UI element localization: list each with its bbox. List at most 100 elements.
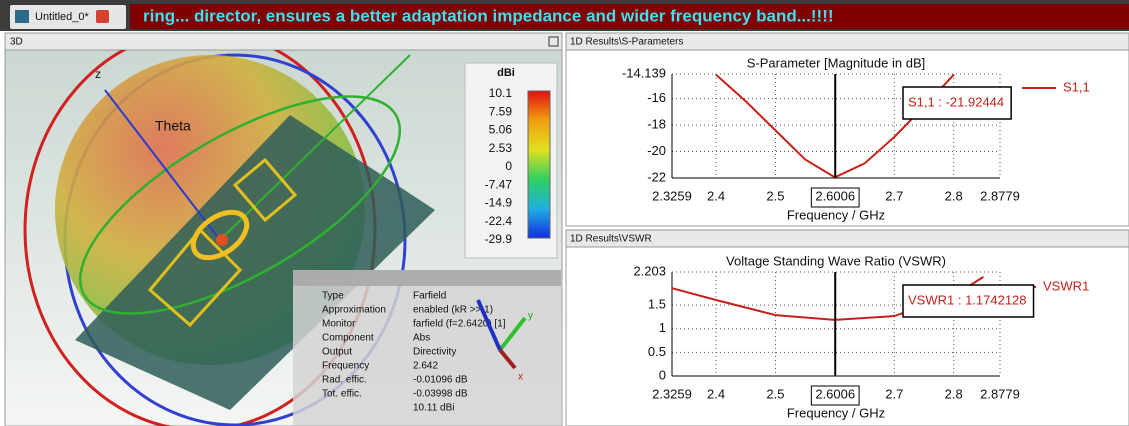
legend-label: S1,1 [1063,79,1090,94]
y-tick-label: -22 [647,169,666,184]
marker-box [902,284,1035,318]
x-tick-label: 2.3259 [652,188,692,203]
x-tick-label: 2.5 [766,188,784,203]
x-tick-label: 2.6006 [815,386,855,401]
info-value: Abs [413,333,430,344]
tab-title: Untitled_0* [35,11,90,23]
panel-header [565,32,1129,51]
marker-tick-box [810,385,860,406]
ring [78,95,402,315]
axis-label: z [95,67,101,81]
panel-header [4,32,563,51]
axis [104,89,221,241]
marquee: ring... director, ensures a better adapt… [143,6,834,25]
colorbar-label: 2.53 [489,141,513,155]
chart-title: Voltage Standing Wave Ratio (VSWR) [726,253,946,268]
maximize[interactable] [548,36,559,47]
marker-label: S1,1 : -21.92444 [908,94,1004,109]
marker-tick-box [810,187,860,208]
info-key: Type [322,291,344,302]
axis-label: x [518,372,523,383]
info-value: Directivity [413,347,456,358]
colorbar-label: 0 [505,159,512,173]
info-key: Tot. effic. [322,389,362,400]
x-tick-label: 2.4 [707,386,725,401]
info-key: Component [322,333,374,344]
y-tick-label: -20 [647,143,666,158]
x-tick-label: 2.7 [885,386,903,401]
colorbar-labels: 10.1 7.59 5.06 2.53 0 -7.47 -14.9 -22.4 -29.9 [485,86,513,246]
x-tick-label: 2.5 [766,386,784,401]
tab-close[interactable] [96,10,109,23]
tab-icon [15,10,29,23]
marker-label: VSWR1 : 1.1742128 [908,292,1027,307]
x-tick-label: 2.7 [885,188,903,203]
panel-title: 3D [10,37,23,48]
x-tick-label: 2.8779 [980,386,1020,401]
x-axis-label: Frequency / GHz [787,207,885,222]
colorbar-label: 7.59 [489,104,513,118]
x-tick-label: 2.8 [945,188,963,203]
info-value: 2.642 [413,361,438,372]
triad [498,316,527,352]
info-key: Frequency [322,361,369,372]
y-tick-label: -16 [647,90,666,105]
triad [476,299,502,351]
info-value: -0.03998 dB [413,389,468,400]
colorbar-unit: dBi [497,67,515,79]
info-value: -0.01096 dB [413,375,468,386]
ring-element [190,209,250,261]
info-header [293,270,561,286]
info-box [293,270,561,425]
x-tick-label: 2.4 [707,188,725,203]
panel-sparam [565,32,1129,227]
theta-label: Theta [155,118,191,134]
info-value: Farfield [413,291,446,302]
panel-title: 1D Results\S-Parameters [570,37,683,48]
element [232,157,298,223]
chart-title: S-Parameter [Magnitude in dB] [747,55,925,70]
y-tick-label: 0.5 [648,344,666,359]
element [147,227,243,328]
info-key: Output [322,347,352,358]
y-tick-label: -14.139 [622,65,666,80]
y-tick-label: 1 [659,320,666,335]
marker-box [902,86,1012,120]
y-tick-label: 2.203 [633,263,666,278]
colorbar-label: -14.9 [485,196,513,210]
info-key: Approximation [322,305,386,316]
y-tick-label: 1.5 [648,297,666,312]
colorbar [527,90,551,239]
x-tick-label: 2.6006 [815,188,855,203]
triad [498,348,517,370]
info-key: Monitor [322,319,356,330]
y-tick-label: 0 [659,367,666,382]
info-summary: 10.11 dBi [413,403,455,414]
colorbar-label: 5.06 [489,123,513,137]
colorbar-label: 10.1 [489,86,513,100]
x-tick-label: 2.8779 [980,188,1020,203]
substrate [75,115,435,410]
info-rows: Type Farfield Approximation enabled (kR >> … [322,291,506,414]
colorbar-label: -29.9 [485,232,513,246]
panel-title: 1D Results\VSWR [570,234,652,245]
colorbar-label: -22.4 [485,214,513,228]
x-axis-label: Frequency / GHz [787,405,885,420]
info-value: farfield (f=2.6420) [1] [413,319,506,330]
y-tick-label: -18 [647,117,666,132]
panel-header [565,229,1129,248]
charts: S-Parameter [Magnitude in dB] Frequency /… [622,55,1090,420]
scene [23,50,435,426]
axis-label: y [528,311,533,322]
colorbar-label: -7.47 [485,177,513,191]
marquee-bar [130,4,1129,29]
x-tick-label: 2.3259 [652,386,692,401]
axis [219,54,411,241]
info-value: enabled (kR >> 1) [413,305,493,316]
info-key: Rad. effic. [322,375,367,386]
legend-label: VSWR1 [1043,278,1089,293]
feed [216,234,228,246]
panel-vswr [565,229,1129,426]
